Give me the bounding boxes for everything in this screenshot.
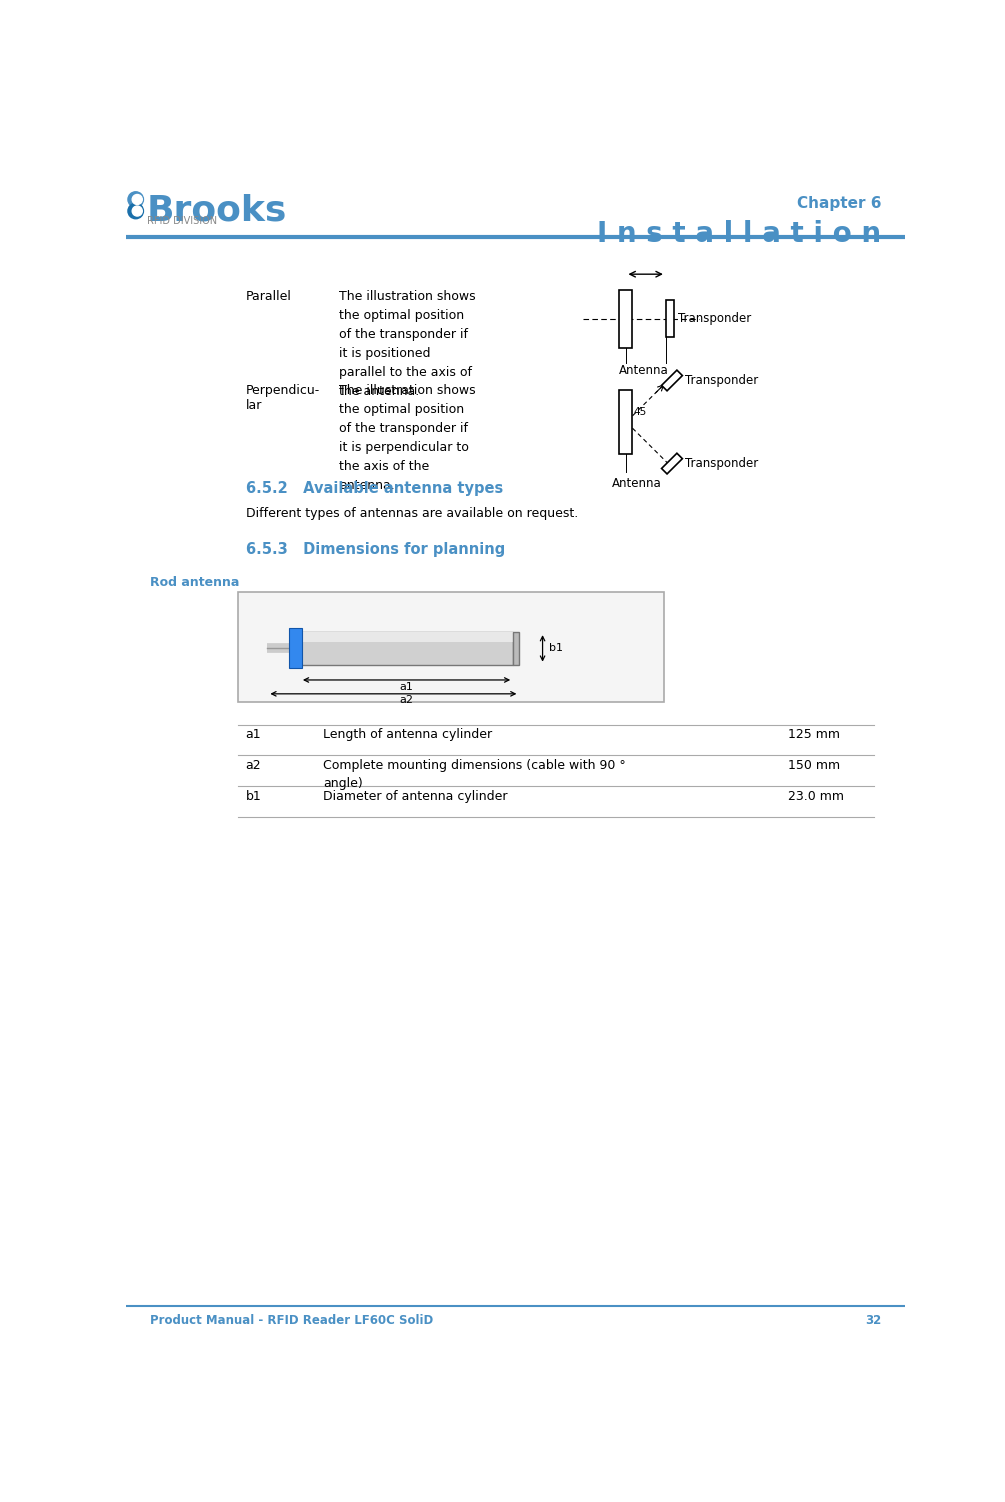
Bar	[618, 389, 632, 455]
Text: Product Manual - RFID Reader LF60C SoliD: Product Manual - RFID Reader LF60C SoliD	[151, 1314, 434, 1326]
Text: Chapter 6: Chapter 6	[797, 195, 881, 210]
Text: Complete mounting dimensions (cable with 90 °
angle): Complete mounting dimensions (cable with…	[324, 760, 626, 790]
Polygon shape	[661, 369, 682, 391]
Text: Antenna: Antenna	[619, 363, 669, 377]
Bar	[300, 632, 514, 664]
Text: RFID DIVISION: RFID DIVISION	[147, 216, 217, 225]
Text: 6.5.3   Dimensions for planning: 6.5.3 Dimensions for planning	[246, 542, 505, 557]
Text: 23.0 mm: 23.0 mm	[788, 790, 844, 804]
Text: Rod antenna: Rod antenna	[151, 577, 240, 589]
Text: Parallel: Parallel	[246, 290, 291, 302]
Text: The illustration shows
the optimal position
of the transponder if
it is position: The illustration shows the optimal posit…	[339, 290, 475, 398]
Text: Perpendicu-
lar: Perpendicu- lar	[246, 383, 320, 412]
Text: 150 mm: 150 mm	[788, 760, 840, 772]
Circle shape	[128, 203, 144, 219]
Text: The illustration shows
the optimal position
of the transponder if
it is perpendi: The illustration shows the optimal posit…	[339, 383, 475, 491]
Bar	[300, 632, 514, 641]
Text: Diameter of antenna cylinder: Diameter of antenna cylinder	[324, 790, 508, 804]
Text: Length of antenna cylinder: Length of antenna cylinder	[324, 728, 492, 742]
Text: b1: b1	[246, 790, 261, 804]
Text: 6.5.2   Available antenna types: 6.5.2 Available antenna types	[246, 481, 502, 496]
Text: Transponder: Transponder	[685, 457, 759, 470]
Text: 45: 45	[633, 407, 646, 418]
Text: Different types of antennas are available on request.: Different types of antennas are availabl…	[246, 506, 578, 520]
Polygon shape	[661, 454, 682, 475]
Text: a2: a2	[246, 760, 261, 772]
Text: Antenna: Antenna	[612, 478, 661, 491]
Text: Transponder: Transponder	[678, 312, 752, 326]
Text: b1: b1	[549, 643, 563, 653]
Circle shape	[128, 192, 144, 207]
Bar	[618, 290, 632, 348]
Bar	[238, 592, 664, 701]
Text: 125 mm: 125 mm	[788, 728, 840, 742]
Text: 32: 32	[865, 1314, 881, 1326]
Bar	[665, 300, 674, 338]
Circle shape	[133, 194, 143, 204]
Text: a1: a1	[400, 682, 413, 691]
Text: a2: a2	[400, 695, 414, 706]
Text: I n s t a l l a t i o n: I n s t a l l a t i o n	[597, 221, 881, 248]
Text: Transponder: Transponder	[685, 374, 759, 388]
Circle shape	[133, 206, 143, 216]
Bar	[514, 632, 520, 664]
Text: Brooks: Brooks	[147, 194, 286, 227]
Bar	[289, 628, 303, 668]
Text: a1: a1	[246, 728, 261, 742]
